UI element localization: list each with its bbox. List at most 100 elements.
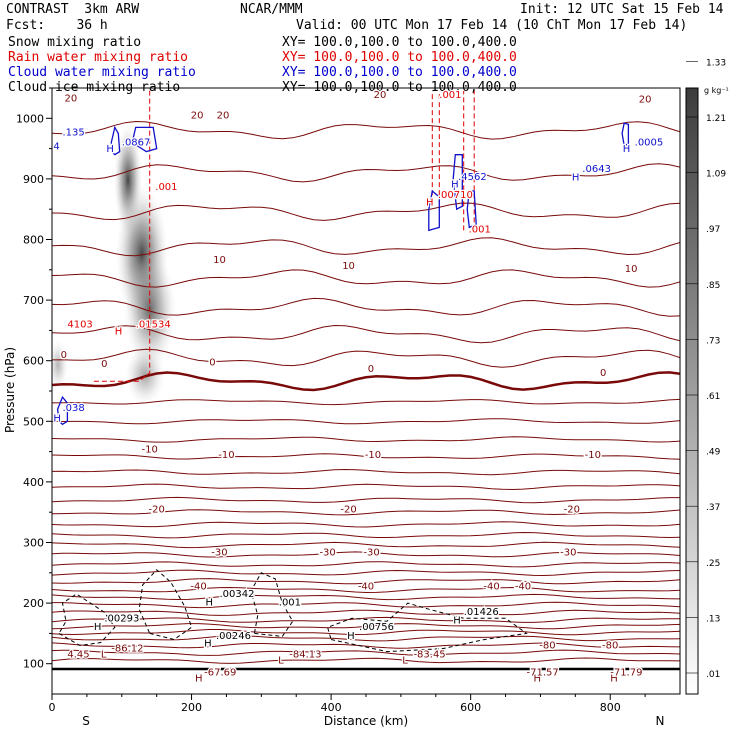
isotherm-label: -30	[560, 548, 576, 559]
cloud-water-contour	[466, 190, 477, 229]
init-time: Init: 12 UTC Sat 15 Feb 14	[520, 2, 724, 17]
isotherm-line	[52, 657, 680, 664]
isotherm-label: -10	[585, 450, 601, 461]
colorbar-label: 1.33	[706, 58, 726, 68]
cloud-ice-contours	[58, 569, 528, 653]
colorbar-label: 1.21	[706, 114, 726, 124]
extremum-label: .01534	[136, 320, 171, 331]
isotherm-line	[52, 578, 680, 585]
isotherm-label: -10	[142, 445, 158, 456]
extremum-label: L	[101, 649, 107, 660]
isotherm-line	[52, 324, 680, 344]
cloud-water-contour	[110, 125, 121, 156]
extremum-label: 4103	[67, 320, 92, 331]
y-tick-label: 300	[23, 537, 44, 550]
y-tick-label: 700	[23, 294, 44, 307]
cloud-water-contour	[56, 395, 69, 426]
isotherm-lines	[52, 120, 680, 664]
isotherm-line	[52, 541, 680, 549]
x-tick-label: 800	[600, 701, 621, 714]
colorbar-label: .61	[706, 392, 720, 402]
isotherm-label: 0	[61, 350, 67, 361]
colorbar-label: .73	[706, 336, 720, 346]
isotherm-line	[52, 483, 680, 491]
extremum-label: H	[426, 197, 434, 208]
y-tick-label: 800	[23, 234, 44, 247]
isotherm-zero-line	[52, 371, 680, 392]
extremum-label: .00756	[359, 622, 394, 633]
colorbar-label: .01	[706, 670, 720, 680]
field-label-snow: Snow mixing ratio	[8, 35, 142, 50]
y-tick-label: 400	[23, 476, 44, 489]
isotherm-line	[52, 623, 680, 630]
isotherm-line	[52, 163, 680, 183]
x-tick-label: 0	[49, 701, 56, 714]
extremum-label: L	[278, 655, 284, 666]
extremum-label: .001	[279, 597, 301, 608]
valid-time: Valid: 00 UTC Mon 17 Feb 14 (10 ChT Mon …	[296, 18, 688, 33]
isotherm-line	[52, 629, 680, 636]
rain-water-contours	[93, 88, 475, 382]
isotherm-line	[52, 521, 680, 528]
extremum-label: L	[402, 655, 408, 666]
forecast-hour: Fcst: 36 h	[6, 18, 108, 33]
isotherm-line	[52, 649, 680, 656]
colorbar-label: 1.09	[706, 170, 726, 180]
isotherm-label: -10	[218, 450, 234, 461]
extremum-label: .001	[155, 182, 177, 193]
extremum-label: H	[115, 326, 123, 337]
isotherm-line	[52, 297, 680, 317]
isotherm-line	[52, 593, 680, 601]
colorbar-labels: .01 .13 .25 .37 .49 .61 .73 .85 .97 1.09 1.21 1.33	[686, 58, 726, 680]
isotherm-label: -10	[365, 450, 381, 461]
x-tick-label: 400	[321, 701, 342, 714]
isotherm-label: 10	[213, 255, 226, 266]
isotherm-line	[52, 609, 680, 616]
isotherm-label: -80	[602, 640, 618, 651]
isotherm-label: -30	[211, 548, 227, 559]
extremum-label: 4.45	[67, 649, 89, 660]
x-tick-label: 200	[181, 701, 202, 714]
isotherm-line	[52, 436, 680, 443]
x-axis: 0 200 400 600 800	[49, 694, 646, 714]
extremum-label: .00342	[219, 589, 254, 600]
rain-contour	[93, 88, 151, 382]
isotherm-label: -40	[358, 582, 374, 593]
isotherm-line	[52, 635, 680, 642]
colorbar-label: .85	[706, 281, 720, 291]
cloud-water-contour	[428, 189, 440, 232]
extremum-label: H	[206, 597, 214, 608]
ice-contour	[250, 572, 294, 637]
field-xy-rain: XY= 100.0,100.0 to 100.0,400.0	[282, 50, 517, 65]
isotherm-label: -40	[515, 582, 531, 593]
isotherm-line	[52, 509, 680, 516]
extremum-label: H	[572, 172, 580, 183]
colorbar-label: .13	[706, 614, 720, 624]
colorbar-unit: g kg⁻¹	[704, 86, 729, 95]
cloud-water-contour	[621, 122, 630, 147]
extremum-label: H	[53, 414, 61, 425]
isotherm-line	[52, 586, 680, 594]
field-xy-snow: XY= 100.0,100.0 to 100.0,400.0	[282, 35, 517, 50]
ice-contour	[58, 593, 116, 647]
field-label-cloud-water: Cloud water mixing ratio	[8, 65, 196, 80]
isotherm-label: 0	[101, 359, 107, 370]
extremum-label: -84.13	[289, 649, 321, 660]
y-axis-title: Pressure (hPa)	[3, 347, 17, 433]
extremum-label: -86.12	[111, 643, 143, 654]
org-label: NCAR/MMM	[240, 2, 303, 17]
isotherm-label: 20	[191, 111, 204, 122]
isotherm-line	[52, 398, 680, 406]
extremum-label: H	[453, 615, 461, 626]
colorbar-label: .25	[706, 559, 720, 569]
isotherm-label: 20	[64, 94, 77, 105]
extremum-label: .00293	[104, 614, 139, 625]
isotherm-line	[52, 468, 680, 476]
isotherm-label: 20	[217, 111, 230, 122]
cloud-water-contour	[131, 126, 158, 153]
extremum-label: .01426	[464, 607, 499, 618]
y-tick-label: 600	[23, 355, 44, 368]
field-label-rain: Rain water mixing ratio	[8, 50, 189, 65]
extremum-label: .4562	[458, 172, 487, 183]
